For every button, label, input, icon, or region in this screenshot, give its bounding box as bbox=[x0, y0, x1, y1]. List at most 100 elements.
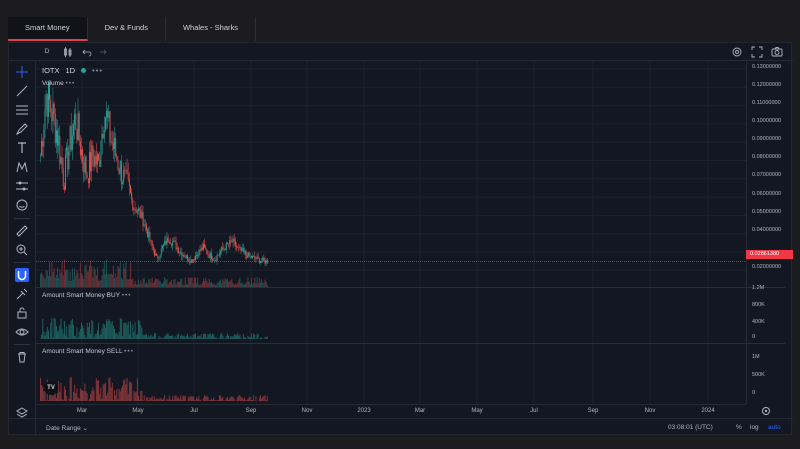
sell-bar bbox=[238, 395, 240, 401]
candle-body bbox=[116, 155, 118, 160]
buy-bar bbox=[123, 323, 125, 339]
price-axis[interactable]: 0.13000000 0.12000000 0.11000000 0.10000… bbox=[746, 61, 793, 404]
axis-settings-icon[interactable] bbox=[760, 405, 772, 417]
buy-bar bbox=[43, 331, 45, 339]
tab-dev-funds[interactable]: Dev & Funds bbox=[88, 17, 166, 41]
volume-bar bbox=[226, 278, 228, 287]
candle-body bbox=[207, 253, 209, 255]
buy-bar bbox=[212, 333, 214, 339]
candle-body bbox=[89, 152, 90, 184]
candle-body bbox=[108, 111, 110, 119]
candle-body bbox=[160, 248, 162, 255]
pattern-icon[interactable] bbox=[15, 160, 29, 174]
ruler-icon[interactable] bbox=[15, 224, 29, 238]
buy-bar bbox=[110, 323, 112, 339]
candle-body bbox=[193, 259, 195, 260]
volume-bar bbox=[195, 277, 196, 287]
buy-bar bbox=[234, 334, 236, 339]
tab-whales-sharks[interactable]: Whales - Sharks bbox=[166, 17, 256, 41]
sell-bar bbox=[159, 397, 161, 401]
magnet-icon[interactable] bbox=[15, 268, 29, 282]
more-icon[interactable]: ••• bbox=[124, 348, 134, 355]
sell-bar bbox=[115, 395, 117, 401]
candle-body bbox=[204, 244, 206, 248]
volume-bar bbox=[242, 284, 244, 287]
volume-bar bbox=[168, 282, 170, 287]
volume-bar bbox=[142, 278, 144, 287]
sell-bar bbox=[158, 399, 160, 401]
camera-icon[interactable] bbox=[771, 46, 783, 58]
candle-body bbox=[60, 157, 62, 164]
crosshair-icon[interactable] bbox=[15, 65, 29, 79]
candle-body bbox=[119, 161, 121, 174]
candle-body bbox=[169, 243, 171, 244]
candle-body bbox=[130, 186, 131, 193]
object-tree-icon[interactable] bbox=[15, 406, 29, 420]
fullscreen-icon[interactable] bbox=[751, 46, 763, 58]
candle-body bbox=[71, 135, 73, 150]
pane-divider[interactable] bbox=[36, 287, 785, 288]
auto-toggle[interactable]: auto bbox=[768, 424, 781, 431]
tab-smart-money[interactable]: Smart Money bbox=[8, 17, 88, 41]
fib-icon[interactable] bbox=[15, 103, 29, 117]
settings-icon[interactable] bbox=[731, 46, 743, 58]
volume-bar bbox=[185, 283, 187, 287]
redo-icon[interactable] bbox=[97, 46, 107, 58]
eye-icon[interactable] bbox=[15, 325, 29, 339]
pen-icon[interactable] bbox=[15, 122, 29, 136]
undo-icon[interactable] bbox=[82, 46, 92, 58]
symbol-name[interactable]: IOTX bbox=[42, 66, 60, 75]
sell-bar bbox=[245, 400, 247, 401]
percent-toggle[interactable]: % bbox=[736, 424, 742, 431]
trash-icon[interactable] bbox=[15, 350, 29, 364]
more-icon[interactable]: ••• bbox=[92, 66, 103, 75]
buy-bar bbox=[75, 336, 77, 339]
candle-body bbox=[265, 260, 267, 264]
volume-bar bbox=[99, 280, 101, 287]
volume-bar bbox=[146, 282, 147, 287]
text-icon[interactable] bbox=[15, 141, 29, 155]
time-axis[interactable]: Mar May Jul Sep Nov 2023 Mar May Jul Sep… bbox=[36, 404, 746, 418]
trend-line-icon[interactable] bbox=[15, 84, 29, 98]
drawing-toolbar bbox=[9, 61, 36, 436]
volume-bar bbox=[78, 278, 80, 287]
zoom-in-icon[interactable] bbox=[15, 243, 29, 257]
volume-bar bbox=[172, 284, 174, 287]
candle-body bbox=[254, 256, 256, 259]
volume-bar bbox=[103, 261, 105, 287]
chevron-down-icon: ⌄ bbox=[82, 425, 88, 432]
sell-bar bbox=[206, 395, 208, 401]
candles-icon[interactable] bbox=[63, 46, 73, 58]
clock[interactable]: 03:08:01 (UTC) bbox=[668, 424, 713, 431]
volume-bar bbox=[49, 262, 51, 287]
forecast-icon[interactable] bbox=[15, 179, 29, 193]
volume-bar bbox=[239, 277, 241, 287]
stay-drawing-icon[interactable] bbox=[15, 287, 29, 301]
more-icon[interactable]: ••• bbox=[121, 292, 132, 299]
sell-bar bbox=[200, 399, 202, 401]
sell-tick: 0 bbox=[752, 390, 756, 396]
volume-bar bbox=[229, 281, 231, 287]
volume-bar bbox=[136, 284, 138, 287]
chart-area[interactable] bbox=[36, 61, 746, 404]
lock-icon[interactable] bbox=[15, 306, 29, 320]
volume-bar bbox=[150, 282, 152, 287]
sell-bar bbox=[97, 380, 98, 401]
sell-bar bbox=[109, 377, 111, 401]
tradingview-logo[interactable]: TV bbox=[44, 381, 58, 395]
pane-divider[interactable] bbox=[36, 343, 785, 344]
candle-body bbox=[81, 149, 82, 156]
date-range-button[interactable]: Date Range ⌄ bbox=[46, 424, 88, 432]
buy-bar bbox=[193, 334, 195, 339]
candle-body bbox=[45, 94, 47, 110]
log-toggle[interactable]: log bbox=[750, 424, 759, 431]
volume-bar bbox=[59, 269, 61, 287]
interval-button[interactable]: D bbox=[44, 48, 50, 55]
sell-bar bbox=[176, 398, 178, 401]
sell-bar bbox=[193, 399, 195, 401]
candle-body bbox=[258, 258, 260, 263]
buy-bar bbox=[249, 336, 251, 339]
emoji-icon[interactable] bbox=[15, 198, 29, 212]
sell-bar bbox=[239, 395, 241, 401]
more-icon[interactable]: ••• bbox=[65, 80, 76, 87]
